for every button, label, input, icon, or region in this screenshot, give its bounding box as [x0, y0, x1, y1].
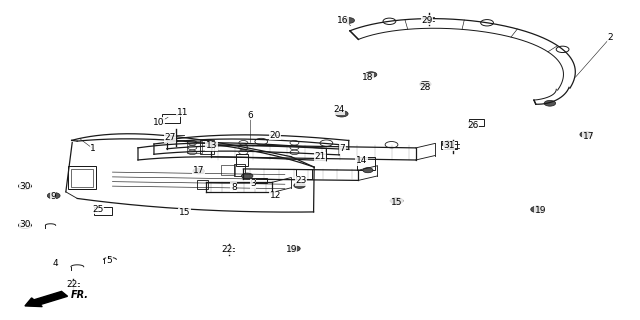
- Bar: [94, 206, 112, 215]
- Bar: [200, 140, 214, 154]
- Text: 19: 19: [534, 206, 546, 215]
- Circle shape: [531, 206, 543, 212]
- Circle shape: [241, 173, 253, 179]
- Circle shape: [390, 197, 403, 204]
- Bar: [71, 169, 93, 187]
- Bar: [236, 154, 248, 166]
- Circle shape: [363, 168, 373, 173]
- Text: 17: 17: [193, 166, 204, 175]
- Bar: [251, 179, 267, 183]
- Text: 6: 6: [247, 111, 253, 120]
- Circle shape: [47, 193, 60, 199]
- Bar: [357, 157, 375, 170]
- Text: 27: 27: [164, 133, 175, 142]
- Text: 22: 22: [67, 280, 78, 289]
- Text: 1: 1: [90, 144, 96, 153]
- Text: 23: 23: [295, 176, 307, 185]
- Circle shape: [193, 168, 204, 174]
- Text: 18: 18: [362, 73, 374, 82]
- Text: 7: 7: [339, 144, 345, 153]
- Circle shape: [343, 18, 355, 23]
- Text: FR.: FR.: [71, 291, 89, 300]
- Text: 3: 3: [250, 180, 256, 188]
- Text: 25: 25: [92, 205, 104, 214]
- Text: 9: 9: [50, 192, 56, 201]
- Circle shape: [580, 131, 593, 138]
- Text: 15: 15: [179, 208, 190, 217]
- Circle shape: [442, 141, 454, 147]
- Circle shape: [544, 100, 556, 106]
- Text: 22: 22: [222, 245, 233, 254]
- Bar: [468, 119, 484, 126]
- Bar: [234, 164, 245, 176]
- Text: 15: 15: [391, 197, 403, 206]
- Circle shape: [289, 246, 300, 252]
- Circle shape: [335, 111, 348, 117]
- Bar: [296, 169, 312, 179]
- Text: 16: 16: [337, 16, 348, 25]
- Bar: [187, 141, 202, 153]
- Text: 11: 11: [177, 108, 188, 117]
- Text: 29: 29: [422, 16, 433, 25]
- Bar: [68, 166, 97, 189]
- Text: 30: 30: [19, 220, 31, 229]
- Bar: [442, 141, 457, 148]
- Text: 5: 5: [106, 256, 112, 265]
- Text: 12: 12: [269, 191, 281, 200]
- Circle shape: [365, 72, 377, 77]
- Bar: [163, 114, 180, 123]
- Text: 26: 26: [468, 121, 479, 130]
- Text: 13: 13: [205, 141, 217, 150]
- Text: 8: 8: [231, 183, 237, 192]
- Text: 2: 2: [608, 33, 613, 42]
- Text: 31: 31: [444, 141, 455, 150]
- Text: 24: 24: [333, 105, 345, 114]
- FancyArrow shape: [25, 292, 68, 307]
- Text: 19: 19: [285, 245, 297, 254]
- Text: 10: 10: [154, 118, 165, 127]
- Text: 30: 30: [19, 182, 31, 191]
- Text: 20: 20: [269, 131, 281, 140]
- Circle shape: [294, 183, 305, 188]
- Text: 14: 14: [356, 156, 367, 165]
- Text: 28: 28: [420, 83, 431, 92]
- Circle shape: [420, 81, 431, 87]
- Text: 4: 4: [52, 259, 58, 268]
- Text: 21: 21: [314, 152, 326, 161]
- Bar: [221, 165, 235, 175]
- Text: 17: 17: [582, 132, 594, 140]
- Bar: [196, 180, 208, 189]
